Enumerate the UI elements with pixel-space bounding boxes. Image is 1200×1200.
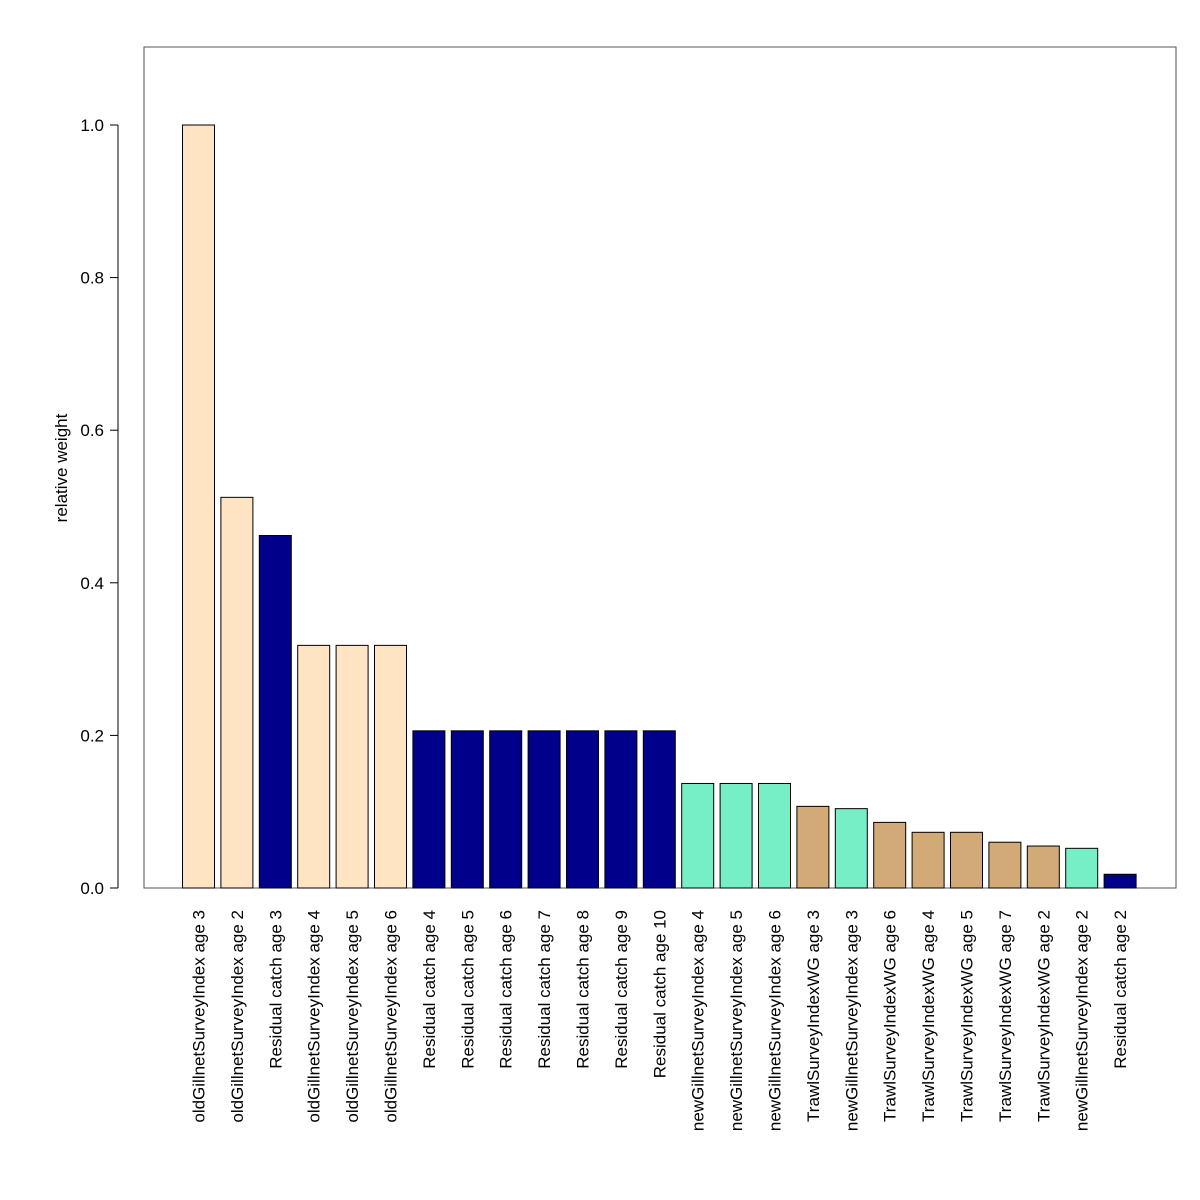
x-tick-label: oldGillnetSurveyIndex age 2 bbox=[228, 910, 247, 1123]
x-tick-label: Residual catch age 5 bbox=[458, 910, 477, 1069]
x-tick-label: Residual catch age 2 bbox=[1111, 910, 1130, 1069]
bar bbox=[412, 730, 446, 889]
x-tick-label: Residual catch age 9 bbox=[612, 910, 631, 1069]
bar bbox=[950, 831, 983, 889]
x-tick-label: newGillnetSurveyIndex age 2 bbox=[1073, 910, 1092, 1131]
bar bbox=[1103, 873, 1137, 889]
bar bbox=[220, 496, 254, 889]
bar bbox=[450, 730, 484, 889]
y-tick-label: 0.6 bbox=[80, 421, 104, 440]
bar bbox=[719, 782, 753, 889]
y-tick-label: 1.0 bbox=[80, 116, 104, 135]
x-tick-label: Residual catch age 8 bbox=[574, 910, 593, 1069]
bar bbox=[911, 831, 945, 889]
x-tick-label: oldGillnetSurveyIndex age 6 bbox=[382, 910, 401, 1123]
bar bbox=[873, 821, 907, 889]
x-tick-label: oldGillnetSurveyIndex age 5 bbox=[343, 910, 362, 1123]
y-tick-label: 0.2 bbox=[80, 726, 104, 745]
x-tick-label: Residual catch age 4 bbox=[420, 910, 439, 1069]
x-tick-label: TrawlSurveyIndexWG age 5 bbox=[958, 910, 977, 1122]
y-axis-label: relative weight bbox=[52, 413, 71, 522]
bar bbox=[297, 644, 331, 889]
x-tick-label: TrawlSurveyIndexWG age 2 bbox=[1034, 910, 1053, 1122]
x-tick-label: TrawlSurveyIndexWG age 6 bbox=[881, 910, 900, 1122]
x-tick-label: TrawlSurveyIndexWG age 3 bbox=[804, 910, 823, 1122]
bar bbox=[681, 782, 715, 889]
bar bbox=[335, 644, 369, 889]
bar bbox=[642, 730, 676, 889]
x-tick-label: newGillnetSurveyIndex age 6 bbox=[766, 910, 785, 1131]
bar bbox=[834, 808, 868, 889]
bar bbox=[527, 730, 561, 889]
x-tick-label: newGillnetSurveyIndex age 4 bbox=[689, 910, 708, 1131]
y-tick-label: 0.4 bbox=[80, 574, 104, 593]
x-tick-label: Residual catch age 10 bbox=[650, 910, 669, 1078]
bar-series bbox=[182, 124, 1137, 889]
bar bbox=[566, 730, 599, 889]
x-tick-label: oldGillnetSurveyIndex age 3 bbox=[190, 910, 209, 1123]
x-tick-label: Residual catch age 6 bbox=[497, 910, 516, 1069]
bar bbox=[182, 124, 215, 889]
x-tick-label: Residual catch age 7 bbox=[535, 910, 554, 1069]
y-axis: 0.0 0.2 0.4 0.6 0.8 1.0 bbox=[80, 116, 119, 898]
y-tick-label: 0.8 bbox=[80, 269, 104, 288]
x-tick-label: TrawlSurveyIndexWG age 7 bbox=[996, 910, 1015, 1122]
x-tick-label: oldGillnetSurveyIndex age 4 bbox=[305, 910, 324, 1123]
x-tick-label: newGillnetSurveyIndex age 3 bbox=[842, 910, 861, 1131]
bar bbox=[758, 782, 791, 889]
bar bbox=[489, 730, 523, 889]
x-tick-label: Residual catch age 3 bbox=[266, 910, 285, 1069]
bar bbox=[604, 730, 638, 889]
x-tick-label: newGillnetSurveyIndex age 5 bbox=[727, 910, 746, 1131]
bar bbox=[988, 841, 1022, 889]
bar bbox=[796, 805, 830, 889]
bar bbox=[1065, 847, 1099, 889]
y-tick-label: 0.0 bbox=[80, 879, 104, 898]
x-axis-labels: oldGillnetSurveyIndex age 3 oldGillnetSur… bbox=[190, 910, 1131, 1131]
bar bbox=[374, 644, 407, 889]
x-tick-label: TrawlSurveyIndexWG age 4 bbox=[919, 910, 938, 1122]
bar bbox=[258, 534, 292, 889]
bar bbox=[1026, 845, 1060, 889]
